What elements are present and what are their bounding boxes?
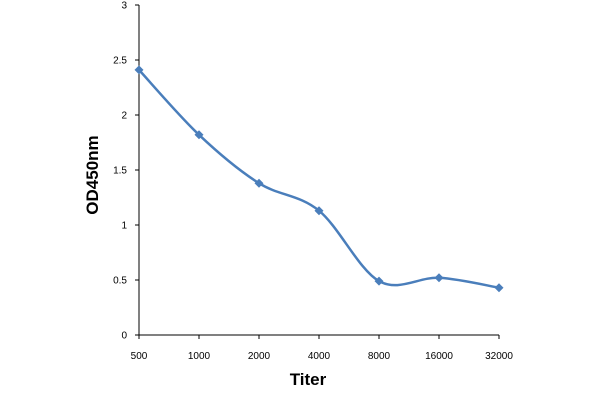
x-tick-label: 16000 (425, 351, 453, 362)
data-point-marker (254, 178, 264, 188)
y-tick-label: 1.5 (113, 166, 127, 177)
x-axis-title: Titer (290, 370, 327, 389)
series-line (137, 68, 501, 289)
x-tick-labels: 500 1000 2000 4000 8000 16000 32000 (131, 335, 513, 362)
data-point-marker (134, 65, 144, 75)
x-tick-label: 8000 (368, 351, 391, 362)
x-tick-label: 1000 (188, 351, 211, 362)
y-tick-label: 0 (121, 331, 127, 342)
data-point-marker (494, 283, 504, 293)
data-point-marker (374, 276, 384, 286)
y-tick-label: 0.5 (113, 276, 127, 287)
data-point-marker (314, 206, 324, 216)
y-axis-title: OD450nm (83, 135, 102, 214)
y-tick-label: 2 (121, 111, 127, 122)
y-tick-label: 2.5 (113, 56, 127, 67)
y-tick-label: 3 (121, 1, 127, 12)
data-point-marker (194, 130, 204, 140)
data-series (134, 65, 504, 293)
data-point-marker (434, 273, 444, 283)
x-tick-label: 4000 (308, 351, 331, 362)
x-tick-label: 500 (131, 351, 148, 362)
x-tick-label: 2000 (248, 351, 271, 362)
y-tick-labels: 0 0.5 1 1.5 2 2.5 3 (113, 1, 139, 342)
y-tick-label: 1 (121, 221, 127, 232)
x-tick-label: 32000 (485, 351, 513, 362)
